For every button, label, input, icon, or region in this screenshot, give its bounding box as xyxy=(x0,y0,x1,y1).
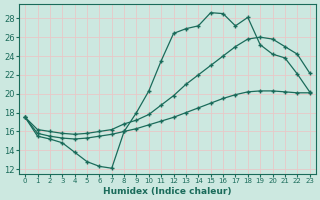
X-axis label: Humidex (Indice chaleur): Humidex (Indice chaleur) xyxy=(103,187,232,196)
